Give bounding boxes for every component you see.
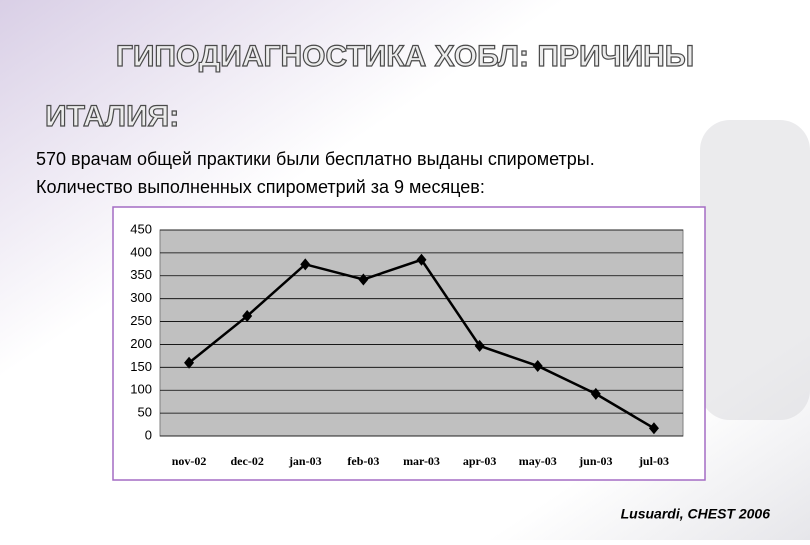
marker [358,273,369,286]
x-tick-label: feb-03 [347,454,379,468]
marker [416,253,427,266]
y-tick-label: 400 [130,244,152,259]
marker [532,359,543,372]
y-tick-label: 50 [138,405,152,420]
y-tick-label: 350 [130,267,152,282]
decor [700,120,810,420]
y-tick-label: 0 [145,427,152,442]
marker [474,339,485,352]
y-tick-label: 300 [130,290,152,305]
y-tick-label: 200 [130,336,152,351]
x-tick-label: jun-03 [578,454,612,468]
marker [590,387,601,400]
body-text: 570 врачам общей практики были бесплатно… [36,149,595,169]
marker [300,258,311,271]
y-tick-label: 250 [130,313,152,328]
x-tick-label: jan-03 [288,454,322,468]
x-tick-label: jul-03 [638,454,669,468]
x-tick-label: mar-03 [403,454,440,468]
slide-subtitle: ИТАЛИЯ: [45,100,179,133]
x-tick-label: apr-03 [463,454,497,468]
y-tick-label: 150 [130,359,152,374]
y-tick-label: 100 [130,382,152,397]
body-text: Количество выполненных спирометрий за 9 … [36,177,485,197]
x-tick-label: may-03 [519,454,557,468]
x-tick-label: nov-02 [172,454,207,468]
source: Lusuardi, CHEST 2006 [621,506,771,522]
y-tick-label: 450 [130,221,152,236]
marker [242,310,253,323]
x-tick-label: dec-02 [231,454,264,468]
marker [184,356,195,369]
slide-title: ГИПОДИАГНОСТИКА ХОБЛ: ПРИЧИНЫ [116,40,694,73]
marker [648,422,659,435]
